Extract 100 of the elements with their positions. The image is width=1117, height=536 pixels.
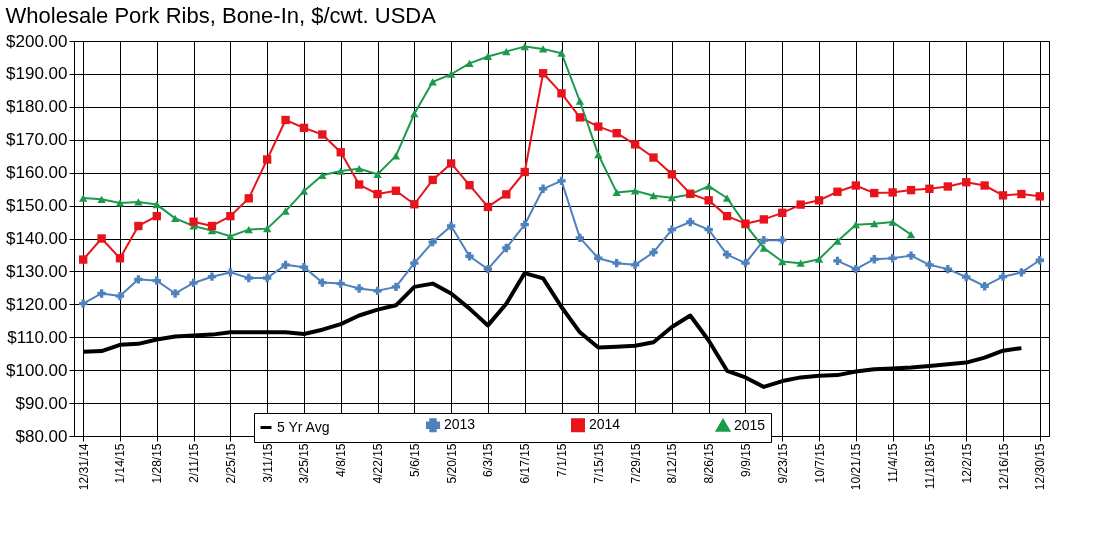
point xyxy=(115,254,125,263)
point xyxy=(667,194,677,202)
point xyxy=(667,170,677,179)
legend-label: 2013 xyxy=(444,416,476,433)
point xyxy=(134,221,143,231)
point xyxy=(226,232,235,240)
point xyxy=(189,278,198,288)
y-tick-label: $150.00 xyxy=(6,196,68,216)
point xyxy=(428,175,437,185)
point xyxy=(79,255,88,264)
x-tick-label: 1/28/15 xyxy=(150,443,165,484)
point xyxy=(79,299,88,308)
point xyxy=(1017,189,1026,199)
point xyxy=(281,260,290,270)
point xyxy=(226,268,235,277)
y-tick-label: $120.00 xyxy=(6,294,68,314)
point xyxy=(906,251,916,260)
point xyxy=(318,278,327,287)
point xyxy=(262,155,272,164)
point xyxy=(281,207,290,215)
point xyxy=(704,182,713,190)
point xyxy=(759,215,769,224)
point xyxy=(998,191,1008,200)
point xyxy=(538,45,548,53)
y-tick-label: $90.00 xyxy=(15,393,68,413)
point xyxy=(373,189,382,199)
point xyxy=(851,221,861,229)
point xyxy=(520,42,529,51)
point xyxy=(557,89,566,98)
point xyxy=(649,248,658,257)
legend-label: 2015 xyxy=(734,416,766,433)
point xyxy=(299,123,309,133)
point xyxy=(1035,192,1044,201)
point xyxy=(97,289,106,298)
point xyxy=(943,264,952,274)
point xyxy=(704,225,713,234)
point xyxy=(244,225,253,234)
point xyxy=(557,176,566,186)
point xyxy=(410,200,419,209)
point xyxy=(814,255,824,263)
point xyxy=(299,262,309,272)
point xyxy=(538,184,548,193)
x-tick-label: 1/14/15 xyxy=(113,443,128,484)
point xyxy=(79,194,88,202)
point xyxy=(722,194,732,202)
point xyxy=(778,208,787,218)
y-tick-label: $80.00 xyxy=(15,426,68,446)
x-tick-label: 12/2/15 xyxy=(959,443,974,484)
point xyxy=(502,47,511,56)
x-tick-label: 3/11/15 xyxy=(260,443,275,483)
point xyxy=(134,275,143,284)
point xyxy=(483,52,493,61)
point xyxy=(520,167,529,177)
point xyxy=(134,198,143,206)
x-tick-label: 11/18/15 xyxy=(922,443,937,490)
x-tick-label: 10/21/15 xyxy=(849,443,864,491)
x-tick-label: 9/23/15 xyxy=(775,443,790,484)
point xyxy=(778,235,787,245)
point xyxy=(686,217,695,227)
point xyxy=(391,152,401,160)
point xyxy=(262,273,272,283)
y-tick-label: $180.00 xyxy=(6,97,68,117)
point xyxy=(833,237,842,245)
point xyxy=(373,170,382,178)
point xyxy=(299,187,309,195)
x-tick-label: 8/26/15 xyxy=(702,443,717,484)
point xyxy=(1017,268,1026,277)
y-tick-label: $160.00 xyxy=(6,163,68,183)
y-tick-label: $110.00 xyxy=(7,327,68,347)
point xyxy=(97,234,106,243)
x-tick-label: 4/8/15 xyxy=(334,443,349,477)
point xyxy=(226,211,235,221)
y-tick-label: $190.00 xyxy=(6,64,68,84)
point xyxy=(152,211,161,221)
point xyxy=(943,182,952,191)
point xyxy=(152,200,161,209)
point xyxy=(336,279,345,288)
point xyxy=(594,150,603,159)
point xyxy=(97,195,106,203)
point xyxy=(888,188,897,197)
point xyxy=(575,97,585,105)
point xyxy=(207,272,217,281)
point xyxy=(759,244,769,252)
point xyxy=(281,115,290,125)
point xyxy=(722,250,732,259)
point xyxy=(520,220,529,229)
point xyxy=(115,291,125,301)
point xyxy=(354,284,364,293)
point xyxy=(410,110,419,118)
point xyxy=(354,180,364,189)
y-tick-label: $170.00 xyxy=(6,130,68,150)
point xyxy=(336,148,345,157)
point xyxy=(851,181,861,190)
point xyxy=(244,273,253,283)
point xyxy=(814,196,824,205)
point xyxy=(980,282,989,291)
point xyxy=(722,211,732,221)
point xyxy=(502,243,511,253)
point xyxy=(796,259,805,267)
point xyxy=(906,230,916,239)
